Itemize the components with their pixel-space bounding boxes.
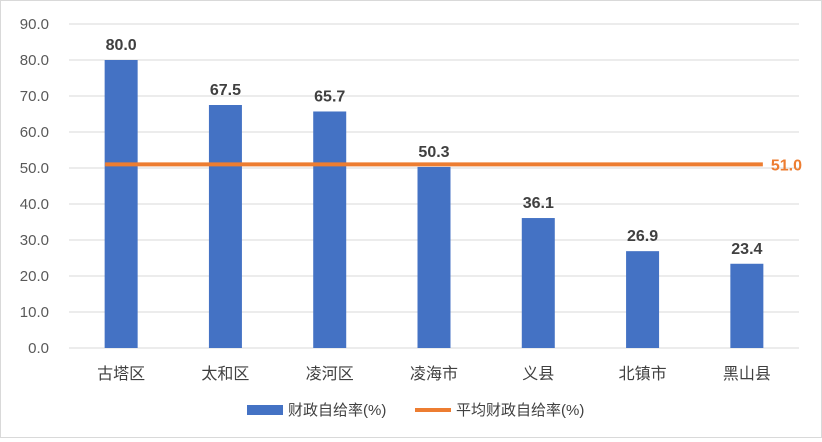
bar (104, 60, 138, 348)
data-labels: 80.0 67.5 65.7 50.3 36.1 26.9 23.4 (106, 37, 763, 258)
data-label: 50.3 (418, 144, 449, 161)
bar (208, 105, 242, 348)
bar (521, 218, 555, 348)
data-label: 80.0 (106, 37, 137, 54)
y-tick-label: 40.0 (20, 196, 49, 213)
y-tick-label: 20.0 (20, 268, 49, 285)
legend-swatch-bar (247, 405, 283, 415)
y-tick-label: 10.0 (20, 304, 49, 321)
y-tick-label: 90.0 (20, 16, 49, 33)
x-axis-ticks: 古塔区 太和区 凌河区 凌海市 义县 北镇市 黑山县 (97, 365, 771, 383)
x-tick-label: 太和区 (201, 365, 249, 383)
x-tick-label: 凌河区 (306, 365, 354, 383)
data-label: 23.4 (731, 241, 762, 258)
x-tick-label: 黑山县 (723, 365, 771, 383)
legend-label-line: 平均财政自给率(%) (456, 402, 584, 419)
data-label: 26.9 (627, 228, 658, 245)
average-line-label: 51.0 (771, 157, 802, 174)
y-tick-label: 80.0 (20, 52, 49, 69)
bar (313, 111, 347, 348)
y-axis-ticks: 0.0 10.0 20.0 30.0 40.0 50.0 60.0 70.0 80.0 90.0 (20, 16, 49, 357)
y-tick-label: 70.0 (20, 88, 49, 105)
data-label: 36.1 (523, 195, 554, 212)
y-tick-label: 60.0 (20, 124, 49, 141)
x-tick-label: 北镇市 (619, 365, 667, 383)
legend: 财政自给率(%) 平均财政自给率(%) (247, 402, 584, 419)
bars (104, 60, 764, 348)
bar (417, 166, 451, 348)
y-tick-label: 30.0 (20, 232, 49, 249)
y-tick-label: 0.0 (28, 340, 49, 357)
x-tick-label: 古塔区 (97, 365, 145, 383)
average-line: 51.0 (105, 157, 802, 174)
x-tick-label: 凌海市 (410, 365, 458, 383)
y-tick-label: 50.0 (20, 160, 49, 177)
data-label: 65.7 (314, 88, 345, 105)
data-label: 67.5 (210, 82, 241, 99)
bar (730, 263, 764, 348)
bar (626, 251, 660, 348)
legend-label-bar: 财政自给率(%) (288, 402, 386, 419)
x-tick-label: 义县 (522, 365, 554, 383)
